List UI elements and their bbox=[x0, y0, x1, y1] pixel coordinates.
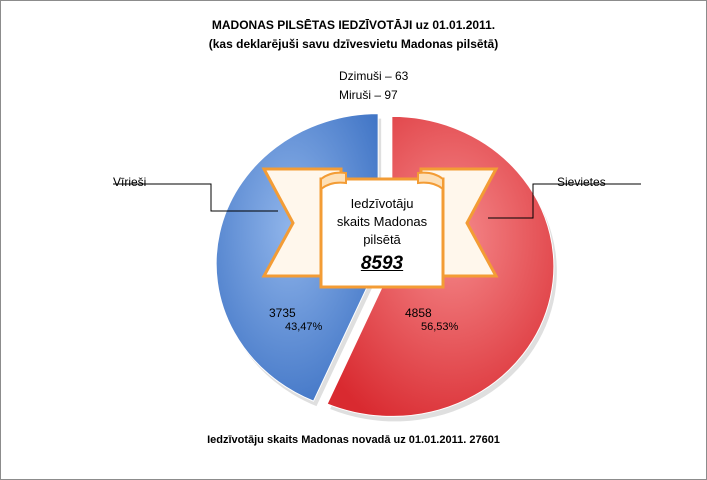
male-slice-label: Vīrieši bbox=[113, 175, 147, 189]
deaths-annotation: Miruši – 97 bbox=[339, 88, 398, 102]
female-slice-label: Sievietes bbox=[557, 175, 606, 189]
births-annotation: Dzimuši – 63 bbox=[339, 69, 409, 83]
chart-title: MADONAS PILSĒTAS IEDZĪVOTĀJI uz 01.01.20… bbox=[211, 18, 496, 32]
center-total-value: 8593 bbox=[360, 253, 404, 274]
center-text-line3: pilsētā bbox=[363, 232, 401, 247]
female-slice-percent: 56,53% bbox=[421, 321, 459, 333]
center-text-line1: Iedzīvotāju bbox=[350, 196, 414, 211]
center-text-line2: skaits Madonas bbox=[336, 214, 428, 229]
footer-note: Iedzīvotāju skaits Madonas novadā uz 01.… bbox=[207, 434, 500, 446]
chart-subtitle: (kas deklarējuši savu dzīvesvietu Madona… bbox=[208, 37, 499, 51]
male-leader-line bbox=[113, 183, 278, 212]
male-slice-percent: 43,47% bbox=[285, 321, 323, 333]
center-total-box: Iedzīvotāju skaits Madonas pilsētā 8593 bbox=[321, 179, 443, 287]
female-leader-line bbox=[488, 183, 641, 219]
female-slice-value: 4858 bbox=[405, 306, 432, 320]
male-slice-value: 3735 bbox=[269, 306, 296, 320]
banner-scroll bbox=[261, 167, 499, 289]
